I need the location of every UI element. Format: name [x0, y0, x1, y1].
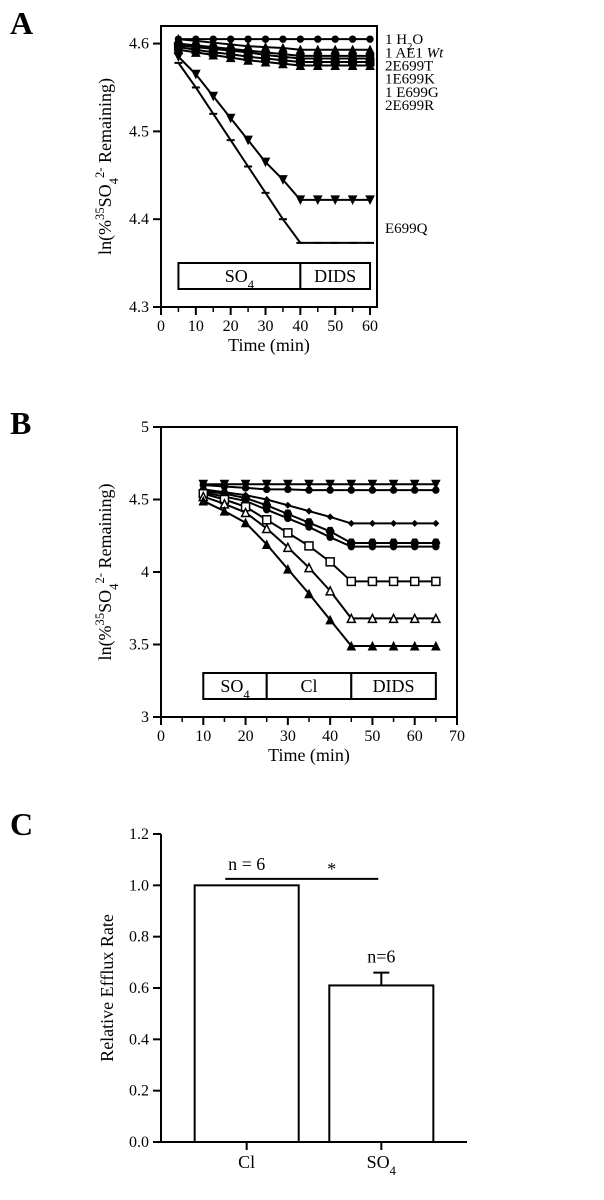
svg-text:50: 50	[327, 318, 343, 335]
panel-c-label: C	[10, 806, 33, 843]
panel-b-plot: 0 10 20 30 40 50 60 70 3 3.5 4 4.5 5 Time (min) ln(%35…	[89, 413, 487, 777]
svg-text:DIDS: DIDS	[314, 266, 356, 286]
svg-text:3: 3	[141, 709, 149, 726]
svg-text:70: 70	[449, 728, 465, 745]
svg-text:4.6: 4.6	[129, 36, 149, 53]
svg-text:Cl: Cl	[238, 1152, 255, 1172]
svg-text:E699Q: E699Q	[385, 221, 428, 237]
svg-text:n=6: n=6	[367, 946, 395, 966]
svg-text:1.0: 1.0	[129, 877, 149, 894]
svg-text:n = 6: n = 6	[228, 854, 265, 874]
svg-text:DIDS: DIDS	[373, 676, 415, 696]
svg-text:20: 20	[238, 728, 254, 745]
svg-text:5: 5	[141, 419, 149, 436]
svg-text:Time (min): Time (min)	[268, 745, 350, 766]
svg-text:0.6: 0.6	[129, 980, 149, 997]
svg-text:0.8: 0.8	[129, 929, 149, 946]
svg-text:0.0: 0.0	[129, 1134, 149, 1151]
svg-text:0: 0	[157, 728, 165, 745]
svg-text:4.5: 4.5	[129, 123, 149, 140]
svg-text:60: 60	[407, 728, 423, 745]
svg-text:0: 0	[157, 318, 165, 335]
svg-text:4.5: 4.5	[129, 492, 149, 509]
panel-a-plot: 0 10 20 30 40 50 60 4.3 4.4 4.5 4.6 Time (min) ln(%3…	[89, 12, 487, 367]
svg-text:ln(%35SO42- Remaining): ln(%35SO42- Remaining)	[93, 78, 121, 255]
svg-text:2E699R: 2E699R	[385, 98, 434, 114]
svg-text:50: 50	[364, 728, 380, 745]
svg-text:1.2: 1.2	[129, 826, 149, 843]
svg-text:40: 40	[292, 318, 308, 335]
svg-text:4.4: 4.4	[129, 211, 149, 228]
svg-text:Cl: Cl	[300, 676, 317, 696]
panel-a-label: A	[10, 5, 33, 42]
svg-text:0.4: 0.4	[129, 1031, 149, 1048]
svg-text:*: *	[327, 859, 336, 879]
svg-text:40: 40	[322, 728, 338, 745]
svg-text:0.2: 0.2	[129, 1083, 149, 1100]
svg-text:10: 10	[195, 728, 211, 745]
svg-text:SO4: SO4	[367, 1152, 397, 1178]
svg-text:10: 10	[188, 318, 204, 335]
panel-c-plot: 0.0 0.2 0.4 0.6 0.8 1.0 1.2 Relative Efflux Rat…	[89, 820, 487, 1182]
svg-text:4: 4	[141, 564, 149, 581]
panel-b-label: B	[10, 405, 31, 442]
svg-text:60: 60	[362, 318, 378, 335]
svg-text:Time (min): Time (min)	[228, 335, 310, 356]
svg-text:4.3: 4.3	[129, 299, 149, 316]
figure-root: A B C 01020304050604.34.44.54.6Time (min…	[0, 0, 604, 1200]
svg-text:Relative Efflux Rate: Relative Efflux Rate	[97, 914, 117, 1062]
svg-text:30: 30	[280, 728, 296, 745]
svg-text:3.5: 3.5	[129, 637, 149, 654]
svg-text:30: 30	[258, 318, 274, 335]
svg-text:20: 20	[223, 318, 239, 335]
svg-text:ln(%35SO42- Remaining): ln(%35SO42- Remaining)	[93, 484, 121, 661]
